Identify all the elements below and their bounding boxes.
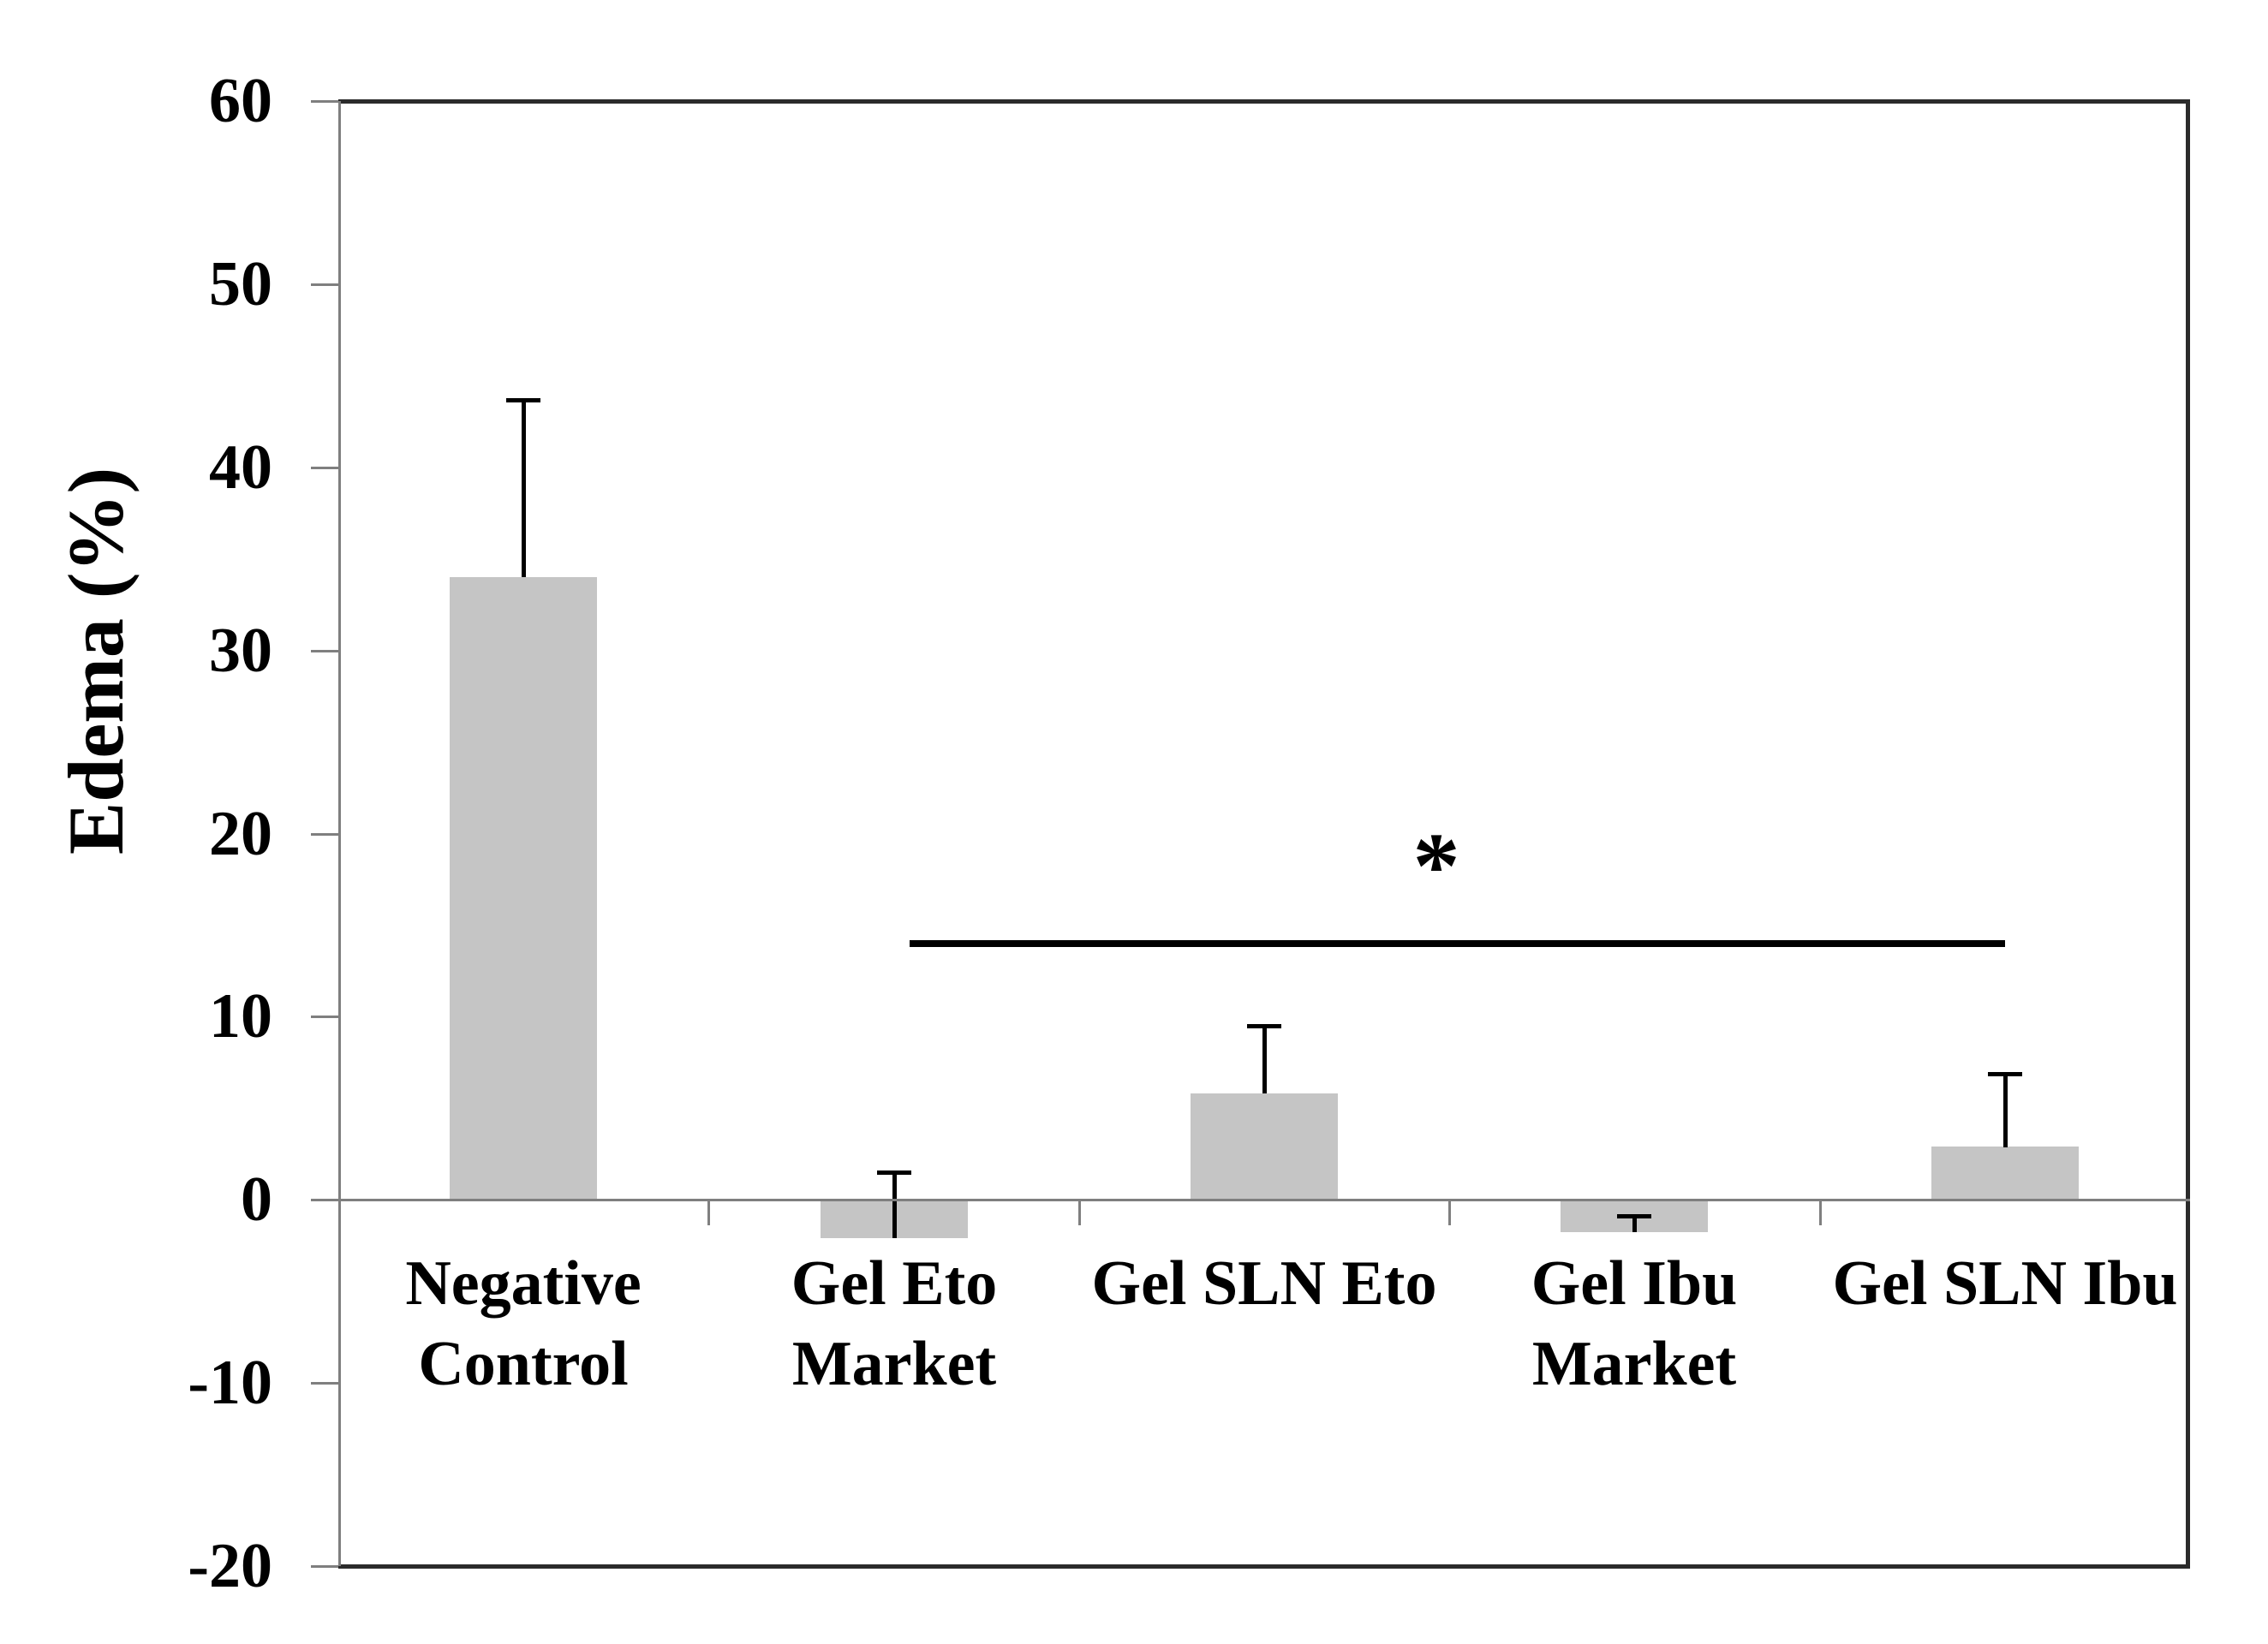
y-tick-10 xyxy=(311,1016,338,1018)
bar-negative-control xyxy=(450,577,597,1200)
x-tick-label-gel-eto-market: Gel Eto Market xyxy=(706,1243,1083,1404)
x-tick-label-line: Gel SLN Eto xyxy=(1091,1248,1437,1319)
x-tick-label-negative-control: Negative Control xyxy=(335,1243,712,1404)
error-bar-whisker-0 xyxy=(522,400,526,577)
error-bar-whisker-2 xyxy=(1262,1026,1267,1093)
category-boundary-tick-3 xyxy=(1448,1200,1451,1225)
y-tick-40 xyxy=(311,467,338,469)
error-bar-cap-1 xyxy=(877,1170,911,1175)
zero-axis-line xyxy=(338,1199,2190,1201)
y-tick-label-50: 50 xyxy=(209,249,272,319)
error-bar-cap-2 xyxy=(1247,1024,1281,1028)
error-bar-whisker-1 xyxy=(892,1172,897,1238)
y-tick-50 xyxy=(311,283,338,286)
y-tick-label-60: 60 xyxy=(209,66,272,136)
x-tick-label-gel-sln-ibu: Gel SLN Ibu xyxy=(1817,1243,2193,1324)
y-tick-0 xyxy=(311,1199,338,1201)
bar-gel-sln-ibu xyxy=(1931,1147,2079,1200)
error-bar-whisker-3 xyxy=(1632,1216,1637,1232)
error-bar-cap-4 xyxy=(1988,1072,2022,1076)
significance-line xyxy=(910,940,2005,947)
y-tick-20 xyxy=(311,833,338,836)
category-boundary-tick-1 xyxy=(707,1200,710,1225)
x-tick-label-line: Gel Ibu xyxy=(1531,1248,1738,1319)
x-tick-label-line: Gel Eto xyxy=(791,1248,998,1319)
x-tick-label-line: Market xyxy=(791,1329,997,1399)
error-bar-whisker-4 xyxy=(2003,1074,2008,1147)
category-boundary-tick-4 xyxy=(1819,1200,1822,1225)
y-tick-label-30: 30 xyxy=(209,616,272,686)
bar-gel-sln-eto xyxy=(1191,1093,1338,1200)
y-tick-label-0: 0 xyxy=(241,1164,272,1235)
y-tick-60 xyxy=(311,100,338,103)
x-tick-label-line: Negative xyxy=(405,1248,642,1319)
y-tick-label-20: 20 xyxy=(209,799,272,869)
x-tick-label-gel-ibu-market: Gel Ibu Market xyxy=(1446,1243,1823,1404)
y-tick-label--10: -10 xyxy=(188,1348,272,1418)
plot-top-border xyxy=(338,99,2190,104)
x-tick-label-gel-sln-eto: Gel SLN Eto xyxy=(1076,1243,1453,1324)
x-tick-label-line: Market xyxy=(1531,1329,1737,1399)
y-tick-label-40: 40 xyxy=(209,432,272,503)
error-bar-cap-0 xyxy=(506,398,540,402)
category-boundary-tick-2 xyxy=(1078,1200,1081,1225)
y-tick--10 xyxy=(311,1382,338,1385)
y-tick-30 xyxy=(311,650,338,652)
y-axis-line xyxy=(338,101,341,1566)
y-tick--20 xyxy=(311,1565,338,1568)
significance-marker-asterisk: * xyxy=(1412,813,1460,918)
plot-bottom-border xyxy=(338,1564,2190,1569)
y-tick-label--20: -20 xyxy=(188,1531,272,1601)
error-bar-cap-3 xyxy=(1617,1214,1651,1218)
x-tick-label-line: Control xyxy=(418,1329,629,1399)
x-tick-label-line: Gel SLN Ibu xyxy=(1832,1248,2178,1319)
y-tick-label-10: 10 xyxy=(209,981,272,1051)
plot-right-border xyxy=(2186,101,2190,1566)
